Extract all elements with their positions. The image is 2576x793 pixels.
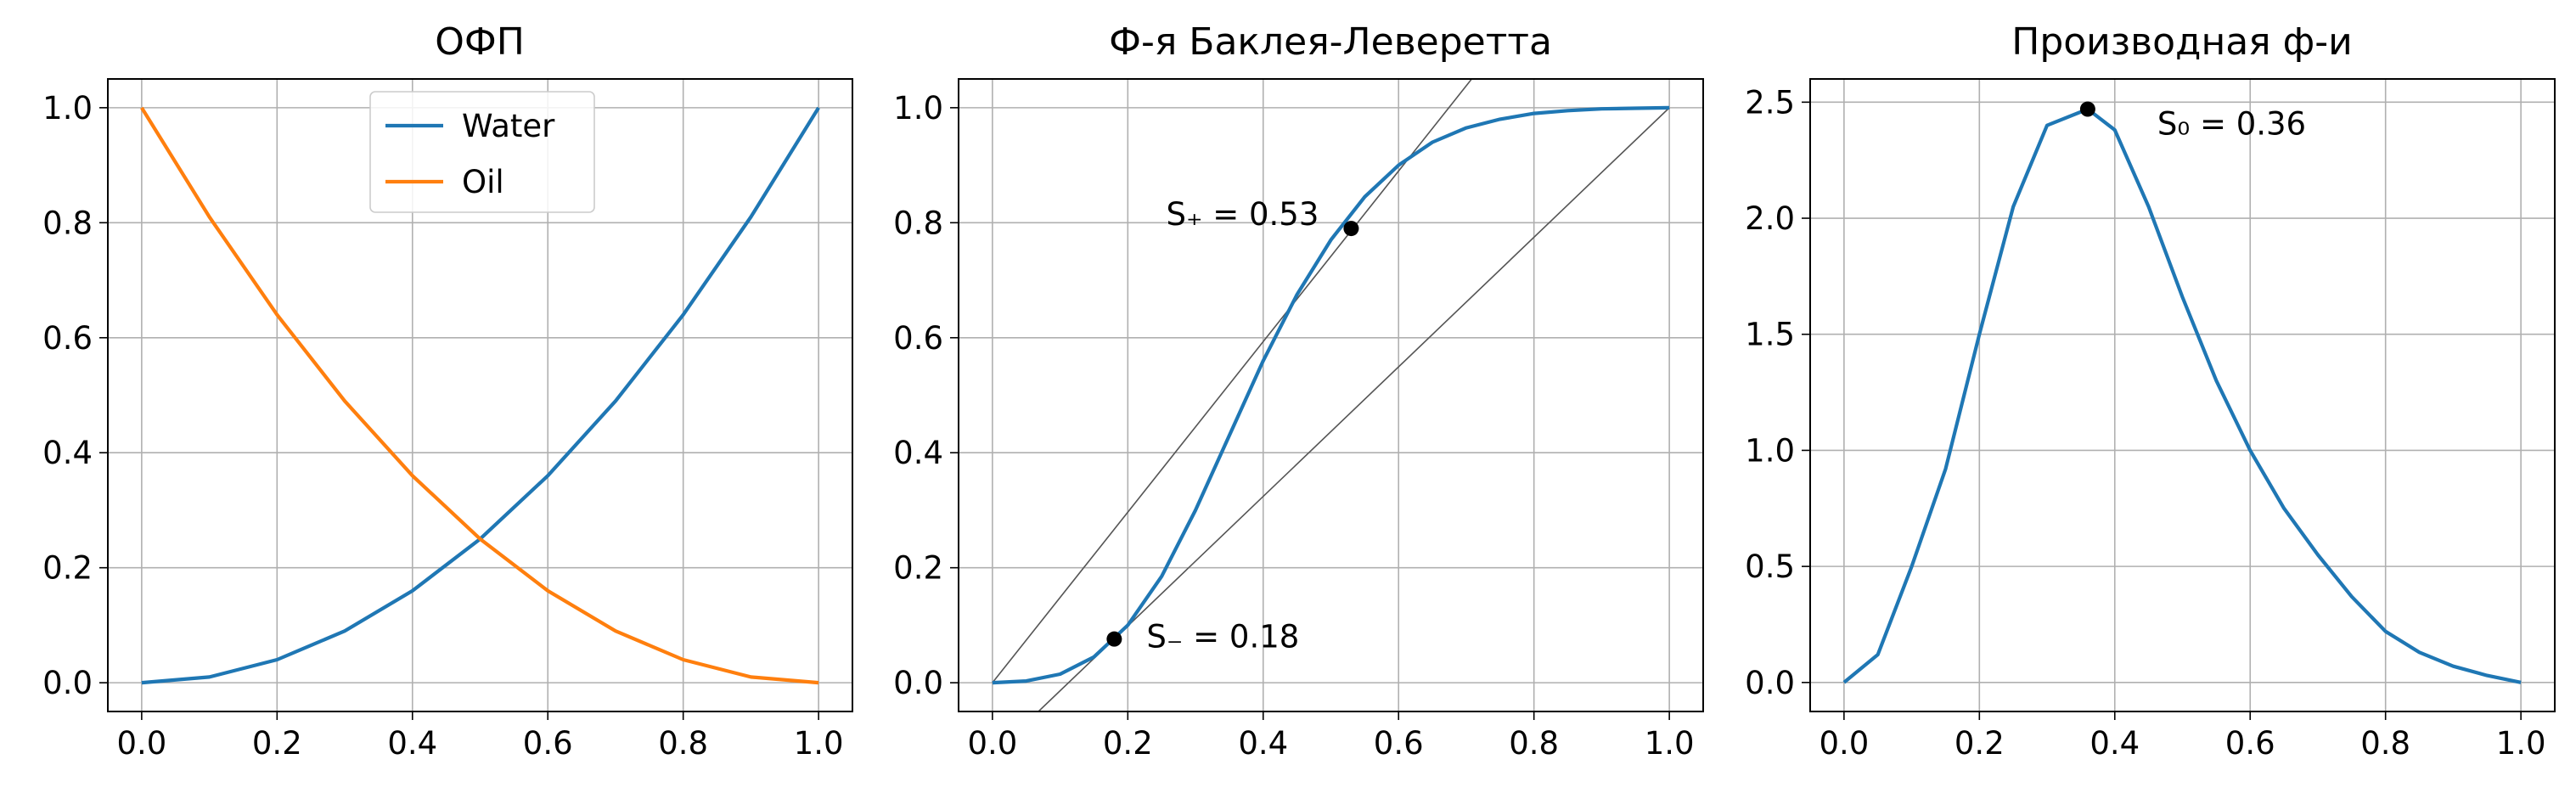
y-tick-label: 1.0 <box>42 90 93 127</box>
panel-buckley-leverett: Ф-я Баклея-Леверетта 0.0 0.2 0.4 0.6 0.8 1.0 0… <box>893 20 1704 762</box>
y-tick-label: 0.0 <box>893 665 943 701</box>
panel-derivative: Производная ф-и 0.0 0.2 0.4 0.6 0.8 1.0 0.0 0.5… <box>1745 20 2556 762</box>
x-tick-label: 0.6 <box>2225 725 2275 762</box>
y-tick-label: 0.0 <box>1745 665 1795 701</box>
series-line-oil <box>140 106 819 685</box>
series-line-0 <box>992 105 1670 685</box>
x-tick-label: 0.2 <box>252 725 302 762</box>
series-line-0 <box>1842 107 2522 684</box>
legend-label: Oil <box>462 164 504 200</box>
point-annotation: S₊ = 0.53 <box>1166 196 1319 233</box>
y-tick-label: 1.0 <box>893 90 943 127</box>
y-tick-label: 2.5 <box>1745 84 1795 121</box>
x-tick-label: 0.8 <box>2360 725 2410 762</box>
y-tick-label: 0.8 <box>42 205 93 241</box>
x-tick-label: 0.2 <box>1103 725 1153 762</box>
x-tick-label: 1.0 <box>2496 725 2546 762</box>
y-tick-label: 0.6 <box>893 320 943 357</box>
y-tick-label: 0.5 <box>1745 548 1795 585</box>
axes-frame <box>958 78 1704 712</box>
y-tick-label: 1.5 <box>1745 317 1795 353</box>
x-tick-label: 0.2 <box>1954 725 2005 762</box>
legend-label: Water <box>462 108 555 144</box>
x-tick-label: 0.0 <box>1819 725 1869 762</box>
marker-point <box>1106 631 1122 647</box>
x-tick-label: 1.0 <box>794 725 844 762</box>
x-tick-label: 0.4 <box>1238 725 1288 762</box>
y-tick-label: 0.4 <box>42 435 93 471</box>
x-tick-label: 0.6 <box>1374 725 1424 762</box>
marker-point <box>1343 221 1359 237</box>
axes-frame <box>1809 78 2556 712</box>
x-tick-label: 0.4 <box>2089 725 2140 762</box>
y-tick-label: 0.2 <box>893 550 943 587</box>
y-tick-label: 2.0 <box>1745 200 1795 237</box>
panel-title: ОФП <box>435 20 525 64</box>
y-tick-label: 0.6 <box>42 320 93 357</box>
marker-point <box>2079 101 2095 117</box>
panel-title: Ф-я Баклея-Леверетта <box>1109 20 1552 64</box>
tangent-line <box>992 79 1472 683</box>
y-tick-label: 0.4 <box>893 435 943 471</box>
x-tick-label: 0.8 <box>658 725 708 762</box>
x-tick-label: 1.0 <box>1645 725 1695 762</box>
tangent-line <box>1038 107 1670 711</box>
panel-relative-permeability: ОФП 0.0 0.2 0.4 0.6 0.8 1.0 0.0 0.2 0.4 0.6 0.8 1.0… <box>42 20 853 762</box>
y-tick-label: 1.0 <box>1745 432 1795 469</box>
x-tick-label: 0.0 <box>116 725 166 762</box>
x-tick-label: 0.0 <box>967 725 1017 762</box>
x-tick-label: 0.8 <box>1509 725 1559 762</box>
axes-frame <box>107 78 853 712</box>
x-tick-label: 0.4 <box>387 725 437 762</box>
y-tick-label: 0.2 <box>42 550 93 587</box>
panel-title: Производная ф-и <box>2011 20 2352 64</box>
x-tick-label: 0.6 <box>523 725 573 762</box>
y-tick-label: 0.8 <box>893 205 943 241</box>
point-annotation: S₀ = 0.36 <box>2157 106 2306 143</box>
point-annotation: S₋ = 0.18 <box>1146 619 1299 655</box>
y-tick-label: 0.0 <box>42 665 93 701</box>
